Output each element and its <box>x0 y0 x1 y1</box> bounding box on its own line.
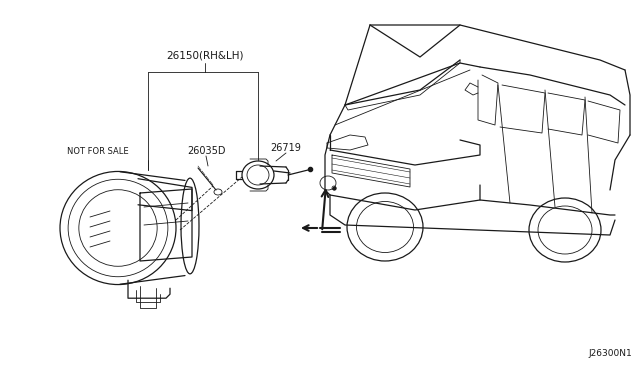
Text: NOT FOR SALE: NOT FOR SALE <box>67 148 129 157</box>
Text: 26035D: 26035D <box>187 146 225 156</box>
Text: J26300N1: J26300N1 <box>588 349 632 358</box>
Text: 26719: 26719 <box>271 143 301 153</box>
Text: 26150(RH&LH): 26150(RH&LH) <box>166 50 244 60</box>
